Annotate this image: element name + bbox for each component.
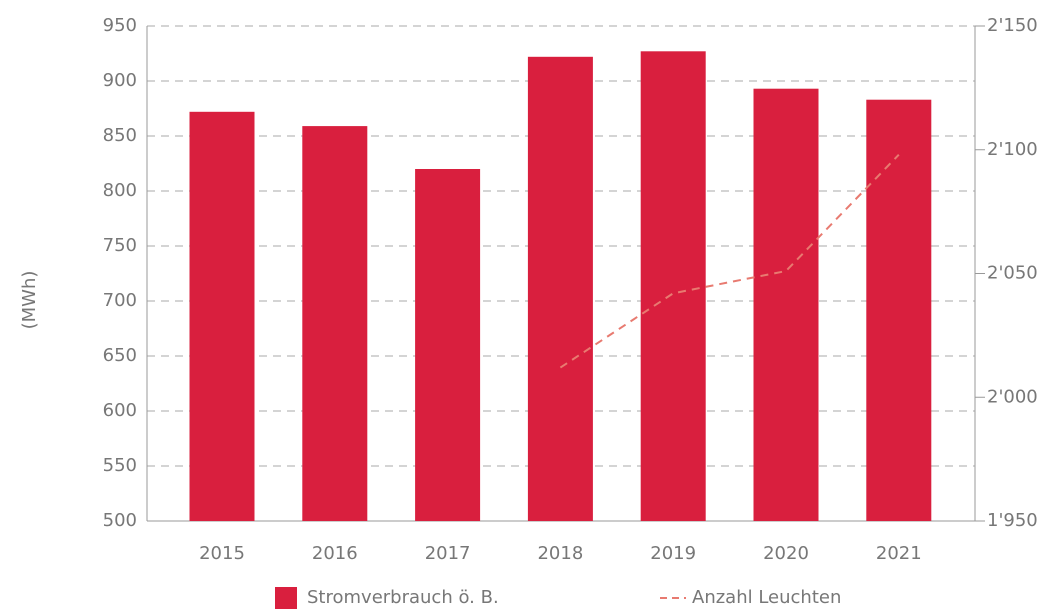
y2-tick-label: 1'950 <box>987 510 1038 531</box>
x-tick-label: 2021 <box>876 543 922 564</box>
y-tick-label: 750 <box>103 235 137 256</box>
y-tick-label: 800 <box>103 180 137 201</box>
bar <box>753 88 819 521</box>
x-tick-label: 2016 <box>312 543 358 564</box>
x-tick-label: 2017 <box>425 543 471 564</box>
y-tick-label: 950 <box>103 15 137 36</box>
bar <box>640 51 706 522</box>
legend-swatch <box>275 587 297 609</box>
x-tick-label: 2020 <box>763 543 809 564</box>
y-tick-label: 550 <box>103 455 137 476</box>
y-tick-label: 500 <box>103 510 137 531</box>
x-tick-label: 2019 <box>650 543 696 564</box>
legend-label: Stromverbrauch ö. B. <box>307 587 499 608</box>
bar <box>189 111 255 522</box>
y-tick-label: 650 <box>103 345 137 366</box>
y-tick-label: 600 <box>103 400 137 421</box>
x-tick-label: 2018 <box>537 543 583 564</box>
y2-tick-label: 2'050 <box>987 263 1038 284</box>
y-tick-label: 850 <box>103 125 137 146</box>
y-axis-label: (MWh) <box>19 271 40 330</box>
bar <box>527 56 593 522</box>
legend-label: Anzahl Leuchten <box>692 587 841 608</box>
y2-tick-label: 2'100 <box>987 139 1038 160</box>
y-tick-label: 700 <box>103 290 137 311</box>
y2-tick-label: 2'150 <box>987 15 1038 36</box>
bar <box>415 169 481 521</box>
line <box>559 154 900 369</box>
y2-tick-label: 2'000 <box>987 386 1038 407</box>
x-tick-label: 2015 <box>199 543 245 564</box>
y-tick-label: 900 <box>103 70 137 91</box>
bar <box>302 126 368 521</box>
bar <box>866 99 932 521</box>
